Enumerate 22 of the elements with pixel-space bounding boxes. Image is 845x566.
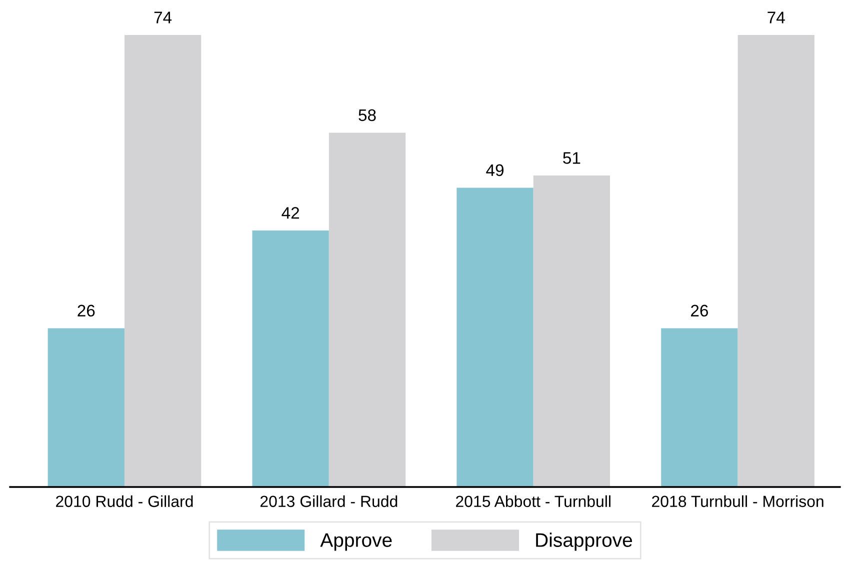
data-label: 26 [78,304,95,317]
bar [456,188,534,487]
data-label: 49 [486,164,504,176]
data-label: 51 [563,152,580,164]
bar [328,132,406,487]
legend-label: Disapprove [536,532,632,551]
data-label: 74 [154,12,172,24]
bar [48,328,124,487]
x-tick-label: 2013 Gillard - Rudd [260,495,398,508]
bar [661,328,738,487]
data-label: 26 [691,304,708,317]
bar [124,35,202,487]
bar [533,175,610,487]
legend-label: Approve [320,533,392,551]
data-label: 58 [358,109,376,122]
x-tick-label: 2015 Abbott - Turnbull [456,495,610,508]
bar [738,35,814,487]
x-tick-label: 2018 Turnbull - Morrison [652,495,824,508]
bar [252,230,329,487]
x-tick-label: 2010 Rudd - Gillard [56,495,193,508]
data-label: 42 [282,207,300,219]
data-label: 74 [768,12,785,24]
